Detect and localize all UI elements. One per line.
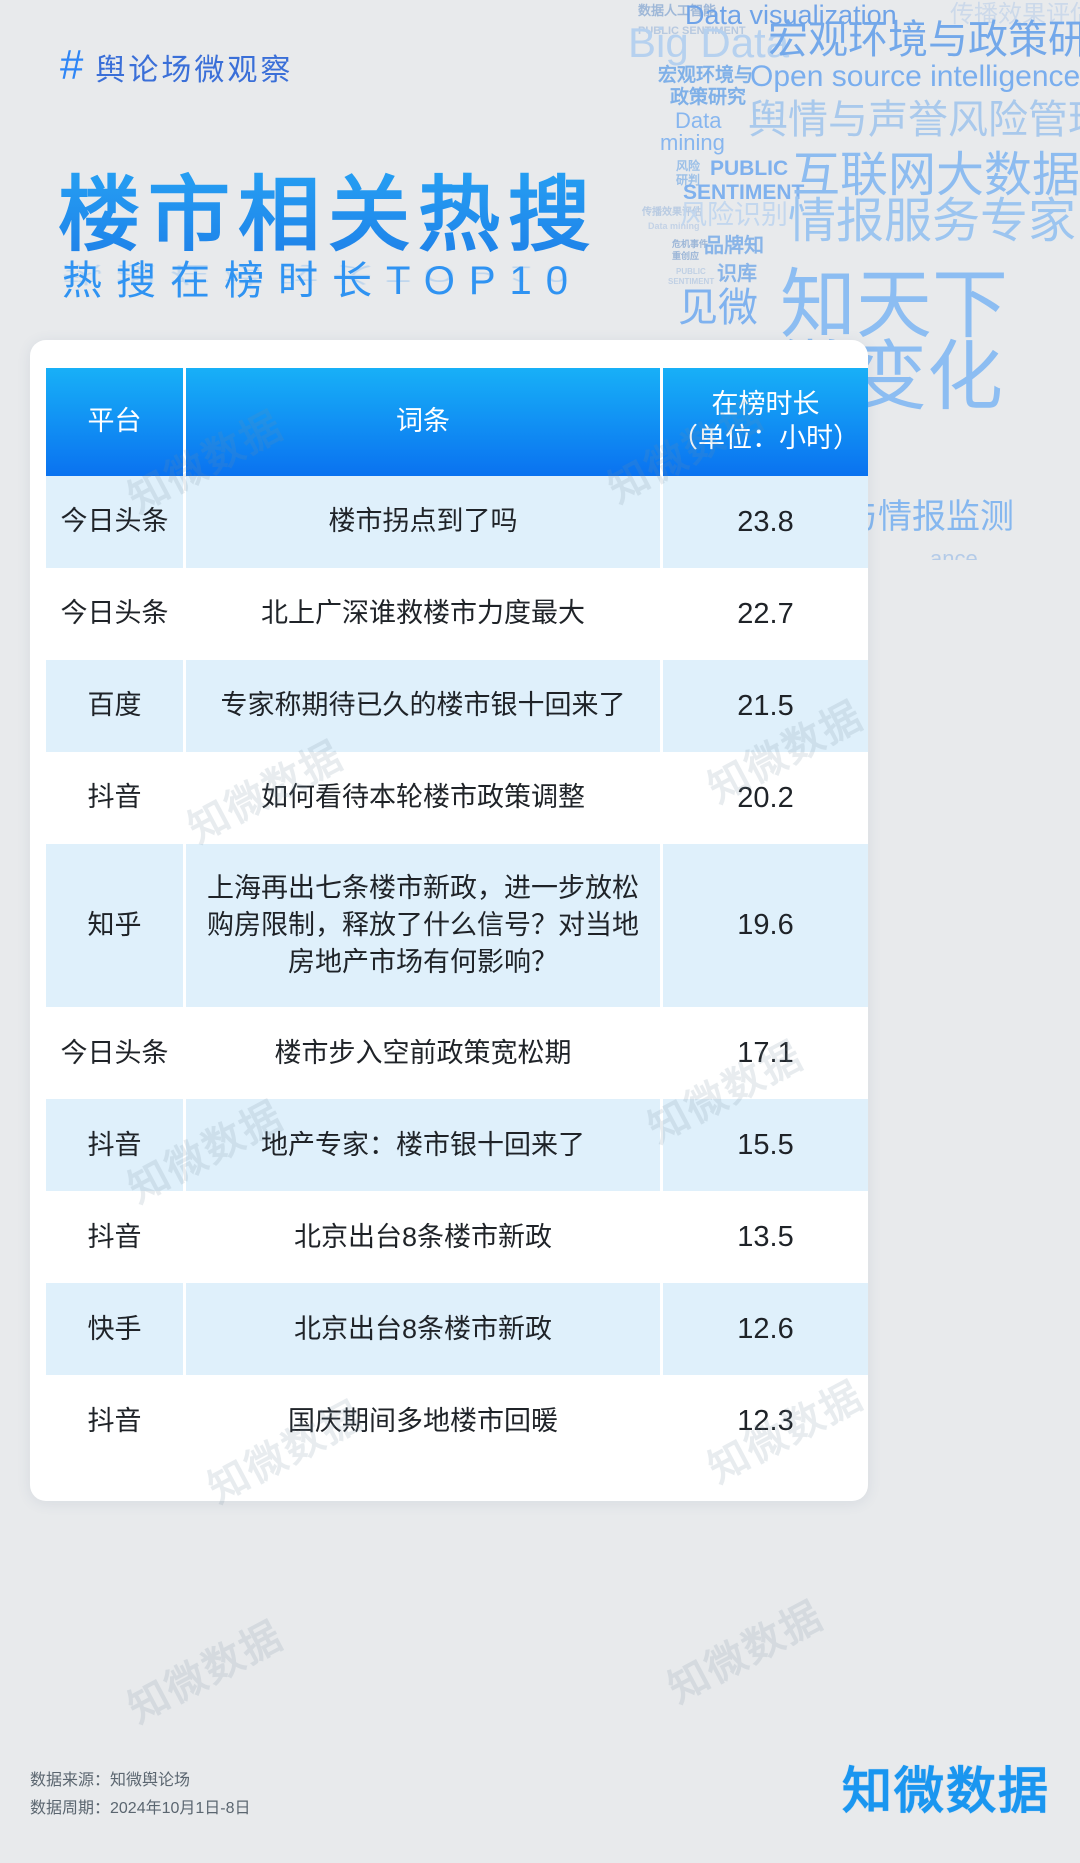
cell-duration: 19.6 (663, 843, 868, 1008)
cell-platform: 抖音 (46, 1375, 186, 1468)
brand-logo: 知微数据 (842, 1763, 1050, 1819)
footer-source-label: 数据来源：知微舆论场 (30, 1772, 191, 1789)
word-cloud-word: 风险识别 (680, 200, 788, 230)
table-row: 抖音 北京出台8条楼市新政 13.5 (46, 1191, 868, 1284)
cell-platform: 抖音 (46, 1191, 186, 1284)
word-cloud-word: 识库 (717, 263, 757, 285)
footer: 数据来源：知微舆论场 数据周期：2024年10月1日-8日 知微数据 (30, 1751, 1050, 1823)
footer-source: 数据来源：知微舆论场 数据周期：2024年10月1日-8日 (30, 1767, 251, 1823)
word-cloud-word: 数据人工智能 (638, 3, 717, 18)
word-cloud-word: ance (930, 546, 978, 561)
table-row: 抖音 国庆期间多地楼市回暖 12.3 (46, 1375, 868, 1468)
word-cloud-word: Data mining (648, 221, 700, 231)
cell-term: 北京出台8条楼市新政 (186, 1191, 663, 1284)
word-cloud-word: 传播效果评估 (950, 1, 1080, 28)
cell-platform: 今日头条 (46, 1007, 186, 1100)
table-row: 快手 北京出台8条楼市新政 12.6 (46, 1283, 868, 1376)
word-cloud-word: Data visualization (685, 0, 897, 30)
cell-term: 北上广深谁救楼市力度最大 (186, 567, 663, 660)
word-cloud-word: 舆情与声誉风险管理 (748, 98, 1080, 142)
page-title: 楼市相关热搜 (58, 148, 598, 267)
cell-term: 楼市拐点到了吗 (186, 475, 663, 568)
cell-duration: 13.5 (737, 1221, 794, 1254)
cell-duration: 12.3 (737, 1405, 794, 1438)
page-subtitle: 热搜在榜时长TOP10 (62, 259, 582, 303)
cell-term: 地产专家：楼市银十回来了 (186, 1099, 663, 1192)
cell-duration: 23.8 (663, 475, 868, 568)
cell-platform: 知乎 (46, 843, 186, 1008)
column-header-duration-line1: 在榜时长 (711, 389, 820, 419)
ranking-card: 平台 词条 在榜时长 （单位：小时） 今日头条 楼市拐点到了吗 23.8 今日头条 北上… (30, 340, 868, 1502)
cell-duration: 17.1 (737, 1037, 794, 1070)
word-cloud-word: 传播效果评估 (642, 207, 702, 218)
cell-term: 国庆期间多地楼市回暖 (186, 1375, 663, 1468)
table-row: 知乎 上海再出七条楼市新政，进一步放松购房限制，释放了什么信号？对当地房地产市场有… (46, 843, 868, 1008)
tagline: # 舆论场微观察 (60, 41, 294, 89)
table-body: 今日头条 楼市拐点到了吗 23.8 今日头条 北上广深谁救楼市力度最大 22.7 百度 专家称… (46, 475, 868, 1468)
tagline-text: 舆论场微观察 (95, 54, 294, 87)
watermark: 知微数据 (121, 1613, 291, 1732)
word-cloud-word: 宏观环境与 (658, 65, 754, 86)
word-cloud-word: SENTIMENT (683, 181, 805, 204)
word-cloud-word: 风险 (676, 159, 701, 173)
ranking-table: 平台 词条 在榜时长 （单位：小时） 今日头条 楼市拐点到了吗 23.8 今日头条 北上… (46, 368, 868, 1468)
word-cloud-word: 危机事件 (672, 239, 709, 249)
word-cloud-word: 重创应 (672, 251, 700, 261)
cell-platform: 抖音 (46, 1099, 186, 1192)
table-row: 抖音 如何看待本轮楼市政策调整 20.2 (46, 751, 868, 844)
cell-term: 专家称期待已久的楼市银十回来了 (186, 659, 663, 752)
word-cloud-word: 情报服务专家 (788, 195, 1077, 248)
cell-platform: 抖音 (46, 751, 186, 844)
table-header-row: 平台 词条 在榜时长 （单位：小时） (46, 368, 868, 476)
cell-platform: 今日头条 (46, 567, 186, 660)
cell-term: 上海再出七条楼市新政，进一步放松购房限制，释放了什么信号？对当地房地产市场有何影… (186, 843, 663, 1008)
word-cloud-word: mining (660, 130, 725, 155)
table-row: 今日头条 北上广深谁救楼市力度最大 22.7 (46, 567, 868, 660)
table-row: 抖音 地产专家：楼市银十回来了 15.5 (46, 1099, 868, 1192)
table-row: 今日头条 楼市步入空前政策宽松期 17.1 (46, 1007, 868, 1100)
table-row: 今日头条 楼市拐点到了吗 23.8 (46, 475, 868, 568)
column-header-term: 词条 (186, 368, 663, 476)
watermark: 知微数据 (661, 1593, 831, 1712)
word-cloud-word: Open source intelligence (750, 60, 1080, 93)
cell-term: 北京出台8条楼市新政 (186, 1283, 663, 1376)
cell-duration: 20.2 (737, 781, 794, 814)
cell-term: 如何看待本轮楼市政策调整 (186, 751, 663, 844)
word-cloud-word: PUBLIC (676, 267, 706, 276)
cell-platform: 快手 (46, 1283, 186, 1376)
table-row: 百度 专家称期待已久的楼市银十回来了 21.5 (46, 659, 868, 752)
word-cloud-word: 互联网大数据 (792, 149, 1080, 202)
word-cloud-word: 品牌知 (704, 235, 764, 257)
word-cloud-word: 研判 (676, 173, 701, 187)
cell-platform: 今日头条 (46, 475, 186, 568)
word-cloud-word: 政策研究 (670, 87, 747, 108)
word-cloud-word: Data (675, 108, 722, 133)
cell-platform: 百度 (46, 659, 186, 752)
word-cloud-word: Big Data (628, 19, 790, 66)
column-header-platform: 平台 (46, 368, 186, 476)
cell-duration: 15.5 (663, 1099, 868, 1192)
footer-period-label: 数据周期：2024年10月1日-8日 (30, 1800, 251, 1817)
word-cloud-word: 知天下 (780, 263, 1008, 348)
cell-duration: 12.6 (663, 1283, 868, 1376)
word-cloud-word: PUBLIC SENTIMENT (638, 25, 746, 37)
word-cloud-word: PUBLIC (710, 157, 789, 180)
table-head: 平台 词条 在榜时长 （单位：小时） (46, 368, 868, 476)
word-cloud-word: SENTIMENT (668, 277, 715, 286)
cell-duration: 21.5 (663, 659, 868, 752)
cell-duration: 22.7 (737, 597, 794, 630)
hash-icon: # (60, 41, 84, 88)
cell-term: 楼市步入空前政策宽松期 (186, 1007, 663, 1100)
word-cloud-word: 见微 (678, 286, 758, 330)
column-header-duration-line2: （单位：小时） (671, 422, 860, 453)
column-header-duration: 在榜时长 （单位：小时） (663, 368, 868, 476)
